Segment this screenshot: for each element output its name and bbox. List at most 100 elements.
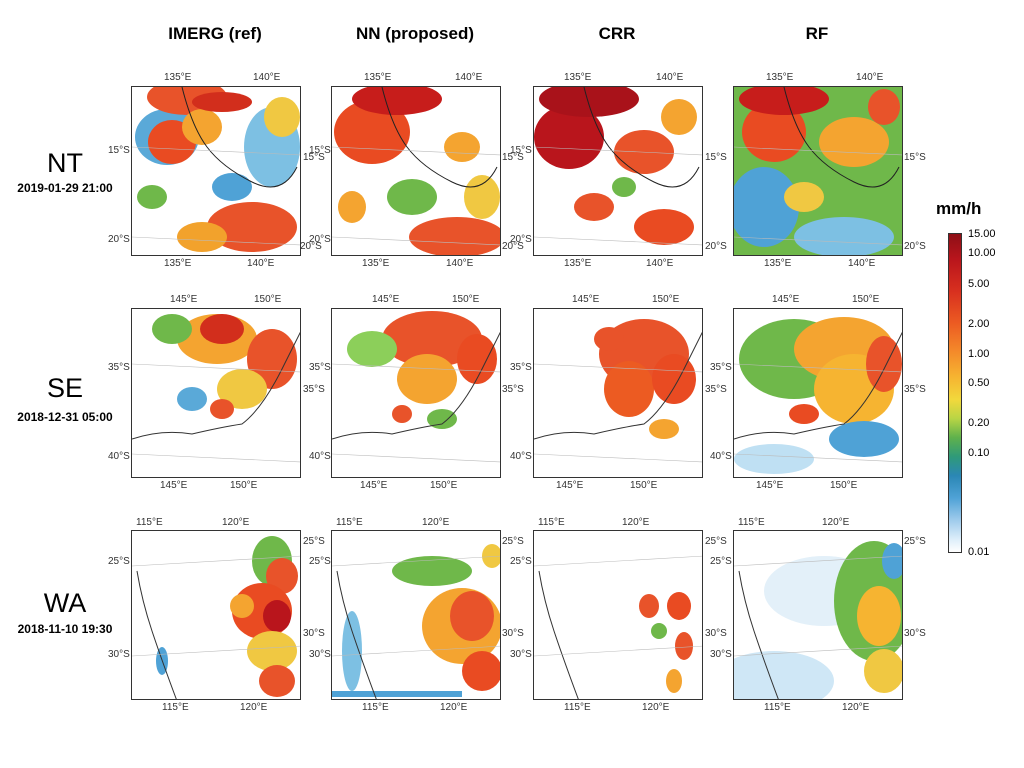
tick-lon: 140°E xyxy=(856,72,884,83)
tick-lat: 30°S xyxy=(108,649,130,660)
tick-lon: 135°E xyxy=(362,258,390,269)
tick-lon: 145°E xyxy=(160,480,188,491)
tick-lon: 145°E xyxy=(170,294,198,305)
map-se-rf xyxy=(733,308,903,478)
tick-lon: 135°E xyxy=(764,258,792,269)
tick-lat: 25°S xyxy=(108,556,130,567)
map-wa-imerg xyxy=(131,530,301,700)
tick-lat: 30°S xyxy=(510,649,532,660)
row-label-wa: WA xyxy=(43,588,87,618)
tick-lon: 140°E xyxy=(446,258,474,269)
tick-lat: 15°S xyxy=(705,152,727,163)
row-date-wa: 2018-11-10 19:30 xyxy=(17,622,113,636)
tick-lat: 35°S xyxy=(303,384,325,395)
tick-lon: 145°E xyxy=(756,480,784,491)
tick-lon: 140°E xyxy=(646,258,674,269)
map-wa-crr xyxy=(533,530,703,700)
tick-lon: 135°E xyxy=(164,72,192,83)
tick-lon: 135°E xyxy=(766,72,794,83)
colorbar-label: 0.10 xyxy=(968,447,990,459)
tick-lat: 20°S xyxy=(300,241,322,252)
row-label-se: SE xyxy=(46,373,84,403)
tick-lat: 30°S xyxy=(705,628,727,639)
tick-lat: 15°S xyxy=(904,152,926,163)
map-se-crr xyxy=(533,308,703,478)
map-nt-imerg xyxy=(131,86,301,256)
tick-lat: 25°S xyxy=(904,536,926,547)
tick-lat: 25°S xyxy=(303,536,325,547)
tick-lat: 40°S xyxy=(108,451,130,462)
tick-lon: 150°E xyxy=(630,480,658,491)
map-wa-nn xyxy=(331,530,501,700)
colorbar xyxy=(948,233,962,553)
tick-lon: 150°E xyxy=(430,480,458,491)
map-nt-crr xyxy=(533,86,703,256)
tick-lat: 25°S xyxy=(502,536,524,547)
tick-lat: 20°S xyxy=(108,234,130,245)
tick-lon: 135°E xyxy=(564,258,592,269)
colorbar-label: 0.50 xyxy=(968,377,990,389)
map-se-nn xyxy=(331,308,501,478)
row-date-se: 2018-12-31 05:00 xyxy=(17,410,113,424)
tick-lat: 25°S xyxy=(710,556,732,567)
tick-lat: 35°S xyxy=(904,384,926,395)
tick-lon: 135°E xyxy=(364,72,392,83)
tick-lat: 15°S xyxy=(309,145,331,156)
map-se-imerg xyxy=(131,308,301,478)
row-date-nt: 2019-01-29 21:00 xyxy=(17,181,113,195)
column-title-crr: CRR xyxy=(598,24,636,43)
tick-lon: 150°E xyxy=(230,480,258,491)
tick-lat: 30°S xyxy=(303,628,325,639)
tick-lon: 140°E xyxy=(656,72,684,83)
tick-lon: 120°E xyxy=(440,702,468,713)
tick-lat: 35°S xyxy=(710,362,732,373)
tick-lon: 115°E xyxy=(564,702,591,713)
tick-lat: 30°S xyxy=(904,628,926,639)
tick-lon: 150°E xyxy=(452,294,480,305)
tick-lon: 150°E xyxy=(852,294,880,305)
tick-lat: 30°S xyxy=(502,628,524,639)
tick-lat: 25°S xyxy=(309,556,331,567)
tick-lat: 35°S xyxy=(705,384,727,395)
tick-lat: 40°S xyxy=(710,451,732,462)
tick-lat: 15°S xyxy=(502,152,524,163)
tick-lon: 145°E xyxy=(572,294,600,305)
tick-lat: 35°S xyxy=(510,362,532,373)
tick-lat: 15°S xyxy=(303,152,325,163)
tick-lon: 120°E xyxy=(642,702,670,713)
tick-lat: 25°S xyxy=(705,536,727,547)
tick-lat: 35°S xyxy=(108,362,130,373)
colorbar-label: 10.00 xyxy=(968,247,996,259)
tick-lon: 135°E xyxy=(564,72,592,83)
tick-lon: 115°E xyxy=(162,702,189,713)
colorbar-label: 5.00 xyxy=(968,278,990,290)
colorbar-label: 0.01 xyxy=(968,546,990,558)
map-nt-nn xyxy=(331,86,501,256)
tick-lon: 115°E xyxy=(538,517,565,528)
tick-lon: 145°E xyxy=(556,480,584,491)
tick-lon: 120°E xyxy=(822,517,850,528)
tick-lon: 145°E xyxy=(372,294,400,305)
row-label-nt: NT xyxy=(47,148,83,178)
map-wa-rf xyxy=(733,530,903,700)
tick-lon: 120°E xyxy=(422,517,450,528)
tick-lat: 20°S xyxy=(510,234,532,245)
colorbar-title: mm/h xyxy=(936,199,982,218)
tick-lon: 115°E xyxy=(764,702,791,713)
tick-lat: 30°S xyxy=(710,649,732,660)
tick-lon: 150°E xyxy=(652,294,680,305)
tick-lat: 20°S xyxy=(502,241,524,252)
column-title-rf: RF xyxy=(805,24,829,43)
tick-lon: 115°E xyxy=(738,517,765,528)
tick-lat: 35°S xyxy=(309,362,331,373)
tick-lon: 140°E xyxy=(848,258,876,269)
column-title-imerg: IMERG (ref) xyxy=(168,24,262,43)
tick-lat: 15°S xyxy=(510,145,532,156)
colorbar-label: 1.00 xyxy=(968,348,990,360)
tick-lat: 20°S xyxy=(904,241,926,252)
tick-lon: 115°E xyxy=(336,517,363,528)
tick-lon: 120°E xyxy=(842,702,870,713)
tick-lon: 150°E xyxy=(830,480,858,491)
tick-lon: 135°E xyxy=(164,258,192,269)
colorbar-label: 0.20 xyxy=(968,417,990,429)
